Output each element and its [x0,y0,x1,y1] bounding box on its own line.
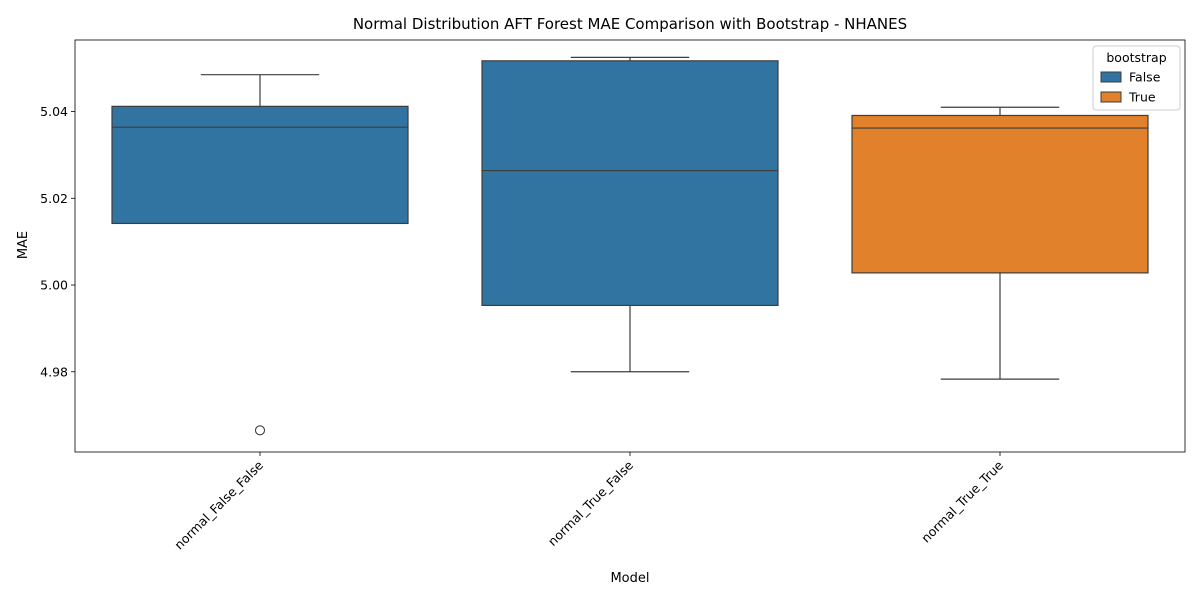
box-iqr [851,114,1149,274]
chart-title: Normal Distribution AFT Forest MAE Compa… [353,15,907,33]
y-tick-label: 5.04 [40,104,68,119]
y-axis-label: MAE [16,231,31,259]
legend-swatch-true [1100,91,1122,103]
legend-label-false: False [1129,70,1161,85]
y-tick-label: 5.00 [40,278,68,293]
box-normal_True_True [851,106,1149,380]
y-tick-label: 5.02 [40,191,68,206]
x-axis-label: Model [610,571,649,586]
box-iqr [481,60,779,307]
legend: bootstrap False True [1092,45,1181,111]
legend-label-true: True [1128,90,1156,105]
box-normal_False_False [111,74,409,436]
y-tick-label: 4.98 [40,364,68,379]
box-iqr [111,105,409,225]
box-normal_True_False [481,56,779,373]
outlier-point [254,425,266,436]
legend-swatch-false [1100,71,1122,83]
legend-title: bootstrap [1106,50,1166,65]
axes-frame [74,39,1186,453]
